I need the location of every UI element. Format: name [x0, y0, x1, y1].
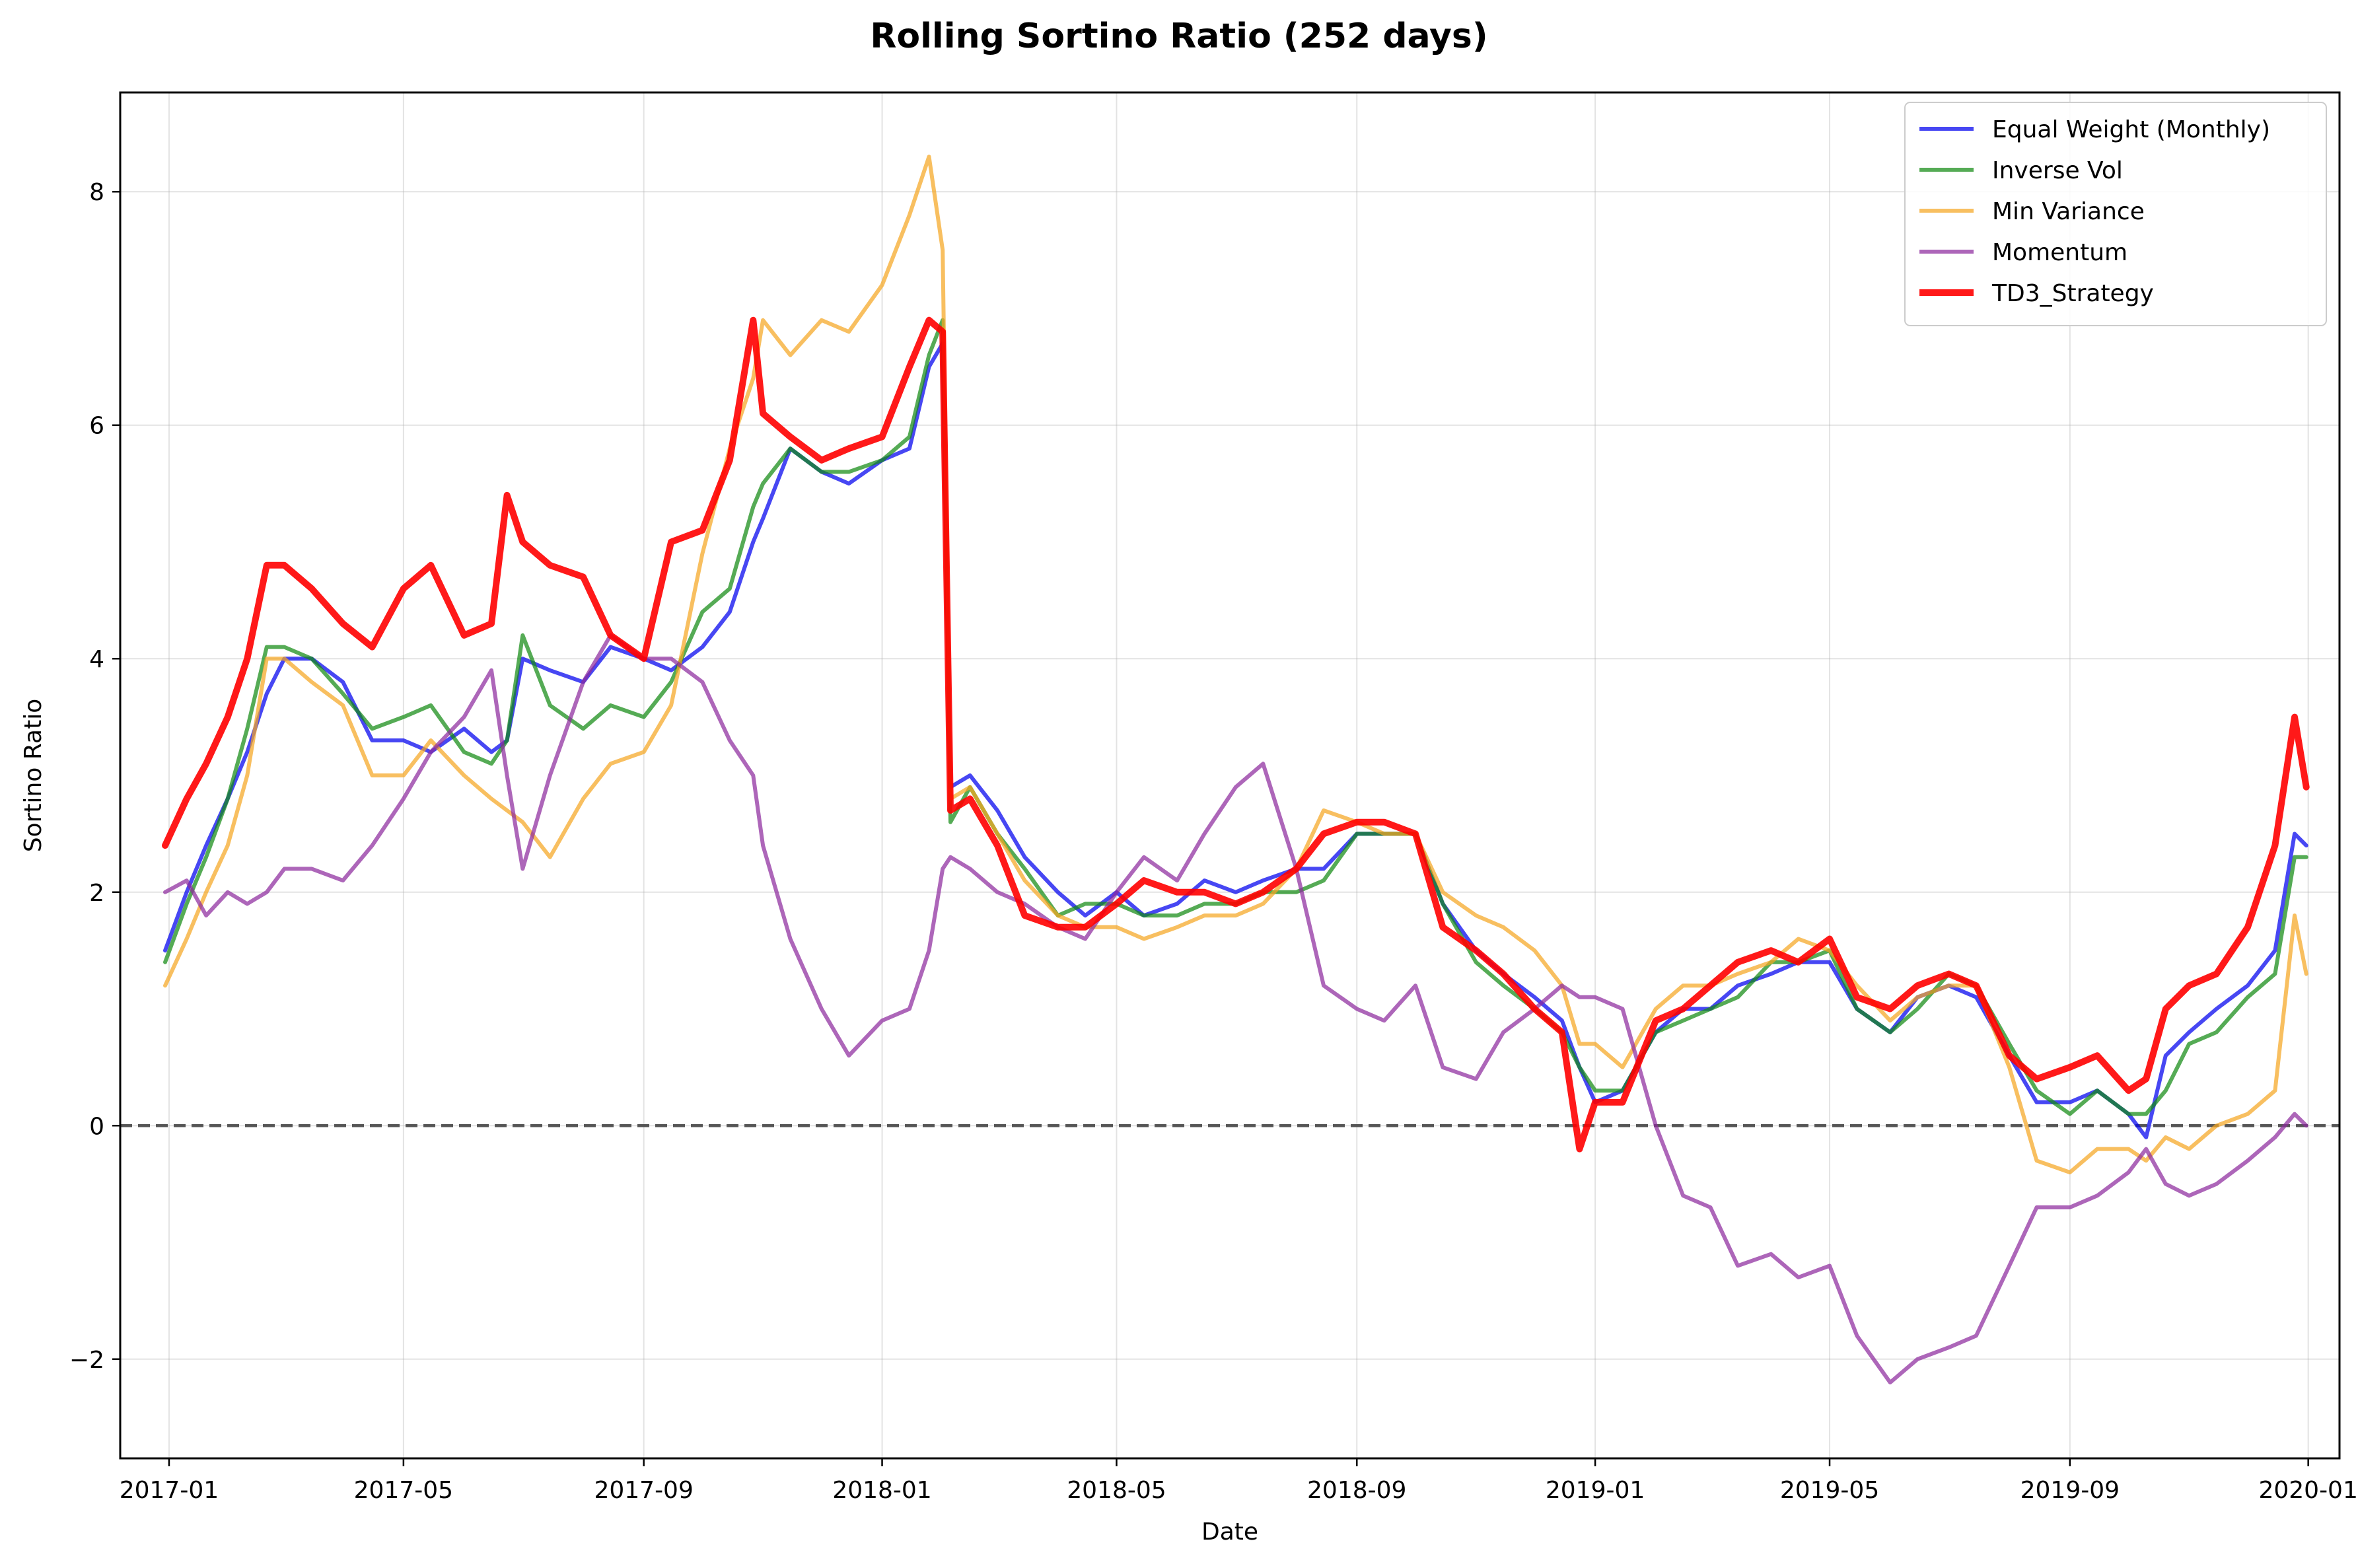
x-tick-label: 2017-09 [594, 1477, 693, 1504]
series-line-equal-weight-monthly [163, 341, 2308, 1139]
x-tick-label: 2019-01 [1546, 1477, 1645, 1504]
x-tick-label: 2017-05 [354, 1477, 453, 1504]
series-line-min-variance [163, 155, 2308, 1174]
chart-title: Rolling Sortino Ratio (252 days) [870, 17, 1487, 56]
x-axis-ticks: 2017-01 2017-05 2017-09 2018-01 2018-05 2018-… [120, 1458, 2358, 1504]
legend-box [1904, 102, 2327, 326]
legend-label-min-variance: Min Variance [1992, 198, 2145, 225]
y-axis-label: Sortino Ratio [20, 699, 47, 853]
legend-label-momentum: Momentum [1992, 239, 2127, 266]
series-lines [162, 155, 2310, 1385]
y-tick-label: 8 [89, 179, 104, 206]
legend-label-inverse-vol: Inverse Vol [1992, 157, 2123, 184]
y-axis-ticks: −2 0 2 4 6 8 [69, 179, 120, 1374]
x-tick-label: 2019-09 [2020, 1477, 2120, 1504]
legend-label-equal-weight-monthly: Equal Weight (Monthly) [1992, 116, 2270, 143]
y-tick-label: −2 [69, 1347, 104, 1374]
plot-frame [119, 91, 2341, 1460]
x-tick-label: 2018-05 [1067, 1477, 1166, 1504]
x-tick-label: 2020-01 [2258, 1477, 2357, 1504]
series-line-momentum [163, 633, 2308, 1385]
x-tick-label: 2019-05 [1780, 1477, 1879, 1504]
y-tick-label: 2 [89, 880, 104, 907]
x-tick-label: 2018-09 [1307, 1477, 1406, 1504]
y-tick-label: 4 [89, 646, 104, 673]
x-tick-label: 2018-01 [832, 1477, 931, 1504]
legend: Equal Weight (Monthly) Inverse Vol Min Var… [1904, 102, 2327, 326]
x-tick-label: 2017-01 [120, 1477, 219, 1504]
y-tick-label: 6 [89, 413, 104, 440]
y-tick-label: 0 [89, 1113, 104, 1140]
series-line-td3-strategy [162, 316, 2310, 1153]
grid [120, 92, 2340, 1458]
series-line-inverse-vol [163, 318, 2308, 1116]
legend-label-td3-strategy: TD3_Strategy [1991, 280, 2154, 307]
x-axis-label: Date [1201, 1518, 1258, 1546]
